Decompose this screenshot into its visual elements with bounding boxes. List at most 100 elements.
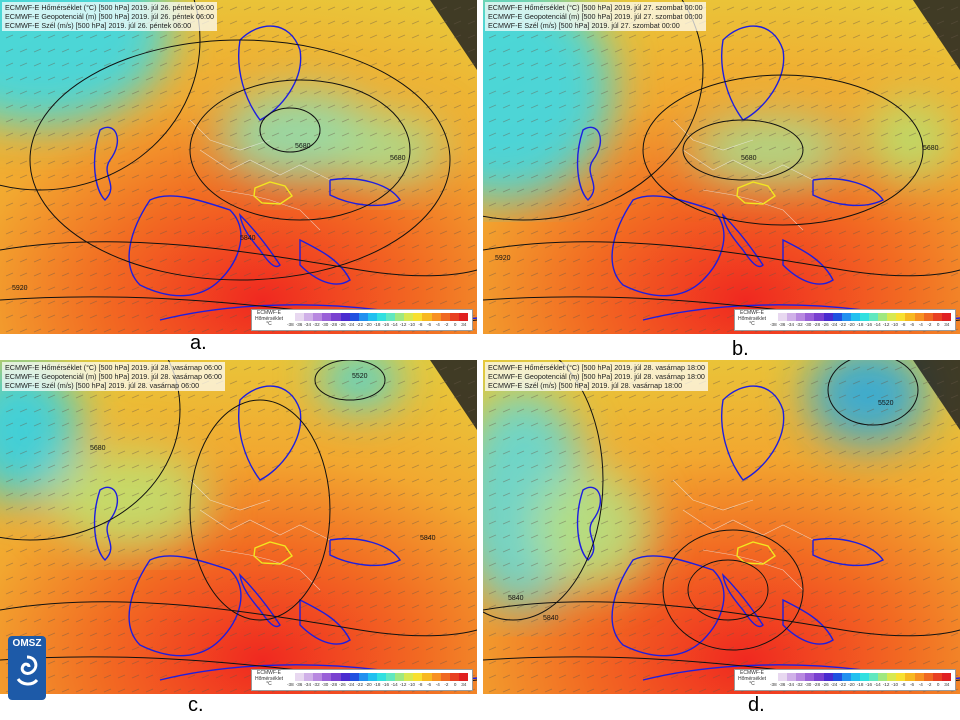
wind-barb [327,90,336,95]
wind-barb [782,90,791,95]
wind-barb [726,48,735,53]
wind-barb [341,48,350,53]
wind-barb [558,506,567,511]
wind-barb [530,548,539,553]
wind-barb [47,548,56,553]
wind-barb [740,300,749,305]
wind-barb [229,174,238,179]
wind-barb [201,216,210,221]
wind-barb [75,660,84,665]
wind-barb [684,174,693,179]
wind-barb [726,328,735,333]
wind-barb [383,90,392,95]
wind-barb [383,76,392,81]
wind-barb [341,132,350,137]
legend-tick: -2 [444,682,449,687]
wind-barb [712,314,721,319]
wind-barb [271,300,280,305]
wind-barb [229,506,238,511]
wind-barb [670,646,679,651]
wind-barb [369,132,378,137]
legend-swatch [850,313,860,321]
wind-barb [33,478,42,483]
wind-barb [299,660,308,665]
wind-barb [950,230,959,235]
wind-barb [614,328,623,333]
wind-barb [89,604,98,609]
wind-barb [327,548,336,553]
wind-barb [257,590,266,595]
hungary-outline [253,181,293,205]
wind-barb [754,62,763,67]
wind-barb [229,674,238,679]
contour-line [189,399,331,621]
wind-barb [502,300,511,305]
wind-barb [299,146,308,151]
wind-barb [425,618,434,623]
wind-barb [516,604,525,609]
wind-barb [145,422,154,427]
wind-barb [145,314,154,319]
wind-barb [383,300,392,305]
legend-swatch [304,313,314,321]
wind-barb [271,20,280,25]
wind-barb [936,174,945,179]
legend-tick: -12 [882,322,890,327]
wind-barb [894,548,903,553]
wind-barb [768,576,777,581]
wind-barb [369,272,378,277]
wind-barb [782,562,791,567]
wind-barb [145,534,154,539]
cold-air-blob [483,0,613,200]
wind-barb [502,34,511,39]
legend-title-line: ECMWF-E [257,310,281,316]
wind-barb [950,34,959,39]
wind-barb [47,258,56,263]
wind-barb [726,394,735,399]
wind-barb [796,216,805,221]
panel-label-a: a. [190,332,207,354]
wind-barb [355,394,364,399]
wind-barb [243,20,252,25]
wind-barb [838,394,847,399]
wind-barb [824,20,833,25]
wind-barb [642,394,651,399]
wind-barb [936,618,945,623]
wind-barb [726,506,735,511]
wind-barb [47,534,56,539]
wind-barb [782,506,791,511]
wind-barb [5,492,14,497]
wind-barb [670,132,679,137]
wind-barb [516,548,525,553]
wind-barb [145,450,154,455]
wind-barb [852,20,861,25]
wind-barb [313,258,322,263]
wind-barb [544,146,553,151]
wind-barb [47,688,56,693]
wind-barb [341,394,350,399]
wind-barb [271,62,280,67]
wind-barb [544,646,553,651]
wind-barb [950,436,959,441]
wind-barb [558,132,567,137]
wind-barb [33,590,42,595]
wind-barb [47,394,56,399]
wind-barb [271,380,280,385]
wind-barb [740,478,749,483]
wind-barb [173,576,182,581]
wind-barb [698,188,707,193]
wind-barb [684,132,693,137]
wind-barb [313,436,322,441]
wind-barb [61,216,70,221]
wind-barb [880,20,889,25]
wind-barb [544,660,553,665]
wind-barb [271,604,280,609]
wind-barb [47,646,56,651]
wind-barb [145,244,154,249]
wind-barb [131,548,140,553]
wind-barb [285,48,294,53]
wind-barb [187,174,196,179]
legend-tick: -22 [839,322,847,327]
wind-barb [383,216,392,221]
wind-barb [880,118,889,123]
